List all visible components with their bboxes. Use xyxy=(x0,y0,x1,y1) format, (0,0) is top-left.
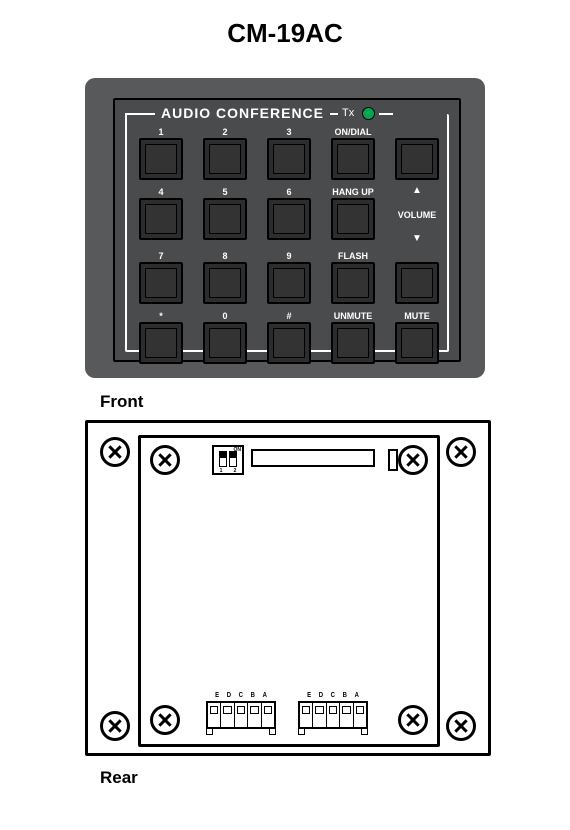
key-6-button[interactable] xyxy=(267,198,311,240)
pin-label: E xyxy=(215,692,219,699)
pin-label: A xyxy=(263,692,267,699)
pin-label: D xyxy=(227,692,231,699)
key-label: 9 xyxy=(286,250,291,262)
rear-inner-plate xyxy=(138,435,440,747)
volume-down-icon: ▼ xyxy=(412,234,422,244)
pcb-screw-icon xyxy=(398,445,428,475)
pin-label: D xyxy=(319,692,323,699)
flash-button[interactable] xyxy=(331,262,375,304)
key-7-button[interactable] xyxy=(139,262,183,304)
key-label: FLASH xyxy=(338,250,368,262)
key-label: 3 xyxy=(286,126,291,138)
mounting-screw-icon xyxy=(100,711,130,741)
mounting-screw-icon xyxy=(446,711,476,741)
hang-up-button[interactable] xyxy=(331,198,375,240)
volume-label: VOLUME xyxy=(398,210,437,220)
key-label: 8 xyxy=(222,250,227,262)
audio-conference-label: AUDIO CONFERENCE xyxy=(155,105,330,121)
volume-up-button[interactable] xyxy=(395,138,439,180)
small-slot-icon xyxy=(388,449,398,471)
key-label: 0 xyxy=(222,310,227,322)
key-label: 6 xyxy=(286,186,291,198)
dip-num: 1 xyxy=(220,468,223,474)
mounting-screw-icon xyxy=(446,437,476,467)
key-1-button[interactable] xyxy=(139,138,183,180)
pcb-screw-icon xyxy=(398,705,428,735)
key-label: 7 xyxy=(158,250,163,262)
mute-button[interactable] xyxy=(395,322,439,364)
key-label: # xyxy=(286,310,291,322)
key-label: UNMUTE xyxy=(334,310,373,322)
front-outer-plate: AUDIO CONFERENCE Tx 1 2 3 ON/DIAL xyxy=(85,78,485,378)
key-label: MUTE xyxy=(404,310,430,322)
pin-label: C xyxy=(331,692,335,699)
key-label: HANG UP xyxy=(332,186,374,198)
pcb-screw-icon xyxy=(150,705,180,735)
key-star-button[interactable] xyxy=(139,322,183,364)
key-9-button[interactable] xyxy=(267,262,311,304)
rear-panel-figure: ON 1 2 E D C B A xyxy=(85,420,485,760)
pcb-screw-icon xyxy=(150,445,180,475)
volume-down-button[interactable] xyxy=(395,262,439,304)
key-label: 4 xyxy=(158,186,163,198)
product-title: CM-19AC xyxy=(0,0,570,49)
dip-switch[interactable]: ON 1 2 xyxy=(212,445,244,475)
tx-led-icon xyxy=(362,107,375,120)
unmute-button[interactable] xyxy=(331,322,375,364)
key-hash-button[interactable] xyxy=(267,322,311,364)
volume-up-icon: ▲ xyxy=(412,186,422,196)
key-8-button[interactable] xyxy=(203,262,247,304)
page: CM-19AC AUDIO CONFERENCE Tx 1 2 3 xyxy=(0,0,570,830)
rear-outer-plate: ON 1 2 E D C B A xyxy=(85,420,491,756)
front-caption: Front xyxy=(100,392,143,412)
terminal-connector-left[interactable]: E D C B A xyxy=(206,692,276,735)
key-0-button[interactable] xyxy=(203,322,247,364)
keypad: 1 2 3 ON/DIAL 4 5 6 HANG UP ▲ VOLUME xyxy=(135,126,445,370)
mounting-screw-icon xyxy=(100,437,130,467)
key-2-button[interactable] xyxy=(203,138,247,180)
key-label: 5 xyxy=(222,186,227,198)
pin-label: A xyxy=(355,692,359,699)
key-label: 2 xyxy=(222,126,227,138)
key-label: 1 xyxy=(158,126,163,138)
key-label: * xyxy=(159,310,163,322)
rear-caption: Rear xyxy=(100,768,138,788)
key-4-button[interactable] xyxy=(139,198,183,240)
pin-label: C xyxy=(239,692,243,699)
pin-label: B xyxy=(251,692,255,699)
dip-num: 2 xyxy=(234,468,237,474)
header-slot-icon xyxy=(251,449,375,467)
front-inner-panel: AUDIO CONFERENCE Tx 1 2 3 ON/DIAL xyxy=(113,98,461,362)
pin-label: E xyxy=(307,692,311,699)
terminal-connector-right[interactable]: E D C B A xyxy=(298,692,368,735)
on-dial-button[interactable] xyxy=(331,138,375,180)
pin-label: B xyxy=(343,692,347,699)
key-label: ON/DIAL xyxy=(335,126,372,138)
key-3-button[interactable] xyxy=(267,138,311,180)
tx-label: Tx xyxy=(338,107,358,119)
key-5-button[interactable] xyxy=(203,198,247,240)
front-panel-figure: AUDIO CONFERENCE Tx 1 2 3 ON/DIAL xyxy=(85,78,485,378)
